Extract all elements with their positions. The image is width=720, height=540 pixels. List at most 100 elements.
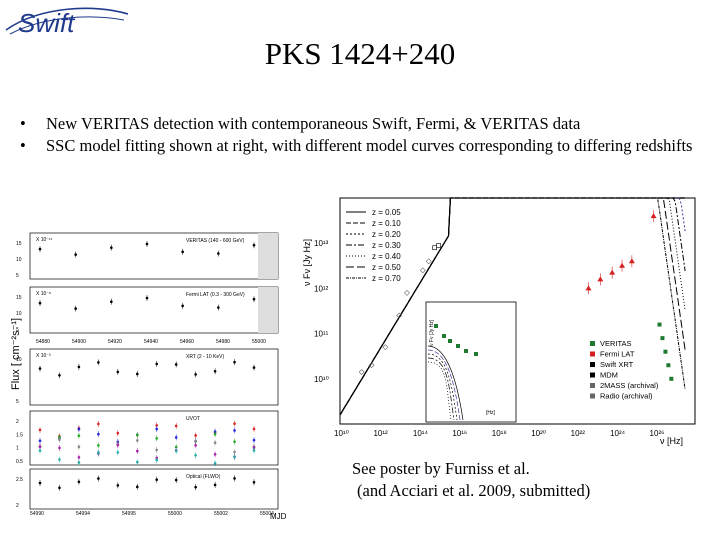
lightcurve-data-point — [116, 443, 120, 447]
lightcurve-data-point — [97, 361, 100, 364]
lightcurve-data-point — [116, 431, 120, 435]
lightcurve-data-point — [77, 480, 81, 484]
lightcurve-ytick: 15 — [16, 295, 22, 301]
lightcurve-figure: Flux [ cm⁻²s⁻¹] VERITAS (140 - 600 GeV) X… — [10, 232, 287, 521]
lightcurve-ytick: 10 — [16, 311, 22, 317]
lightcurve-data-point — [233, 455, 236, 459]
lightcurve-panel-label: VERITAS (140 - 600 GeV) — [186, 238, 245, 244]
lightcurve-data-point — [38, 247, 42, 251]
sed-inset-frame — [425, 301, 517, 423]
lightcurve-shaded-region — [258, 233, 278, 279]
lightcurve-data-point — [97, 477, 100, 480]
sed-legend-label: Fermi LAT — [600, 350, 635, 359]
sed-radio-point — [382, 344, 389, 351]
inset-veritas-point — [474, 352, 478, 356]
sed-ytick: 10¹³ — [314, 239, 329, 248]
lightcurve-data-point — [116, 451, 120, 454]
lightcurve-xtick: 54900 — [72, 339, 86, 345]
inset-xlabel: [Hz] — [486, 410, 496, 416]
lightcurve-data-point — [217, 306, 220, 309]
lightcurve-panel-label: Fermi LAT (0.3 - 300 GeV) — [186, 292, 245, 298]
sed-legend-label: 2MASS (archival) — [600, 381, 659, 390]
lightcurve-ytick: 10 — [16, 357, 22, 363]
inset-ylabel: ν Fν [Jy Hz] — [429, 319, 435, 346]
lightcurve-ytick: 5 — [16, 273, 19, 279]
sed-legend-marker — [590, 372, 595, 378]
lightcurve-xlabel: MJD — [270, 512, 287, 521]
lightcurve-data-point — [58, 446, 61, 450]
sed-legend-label: z = 0.50 — [372, 263, 401, 272]
lightcurve-ytick: 10 — [16, 257, 22, 263]
lightcurve-data-point — [135, 433, 139, 437]
sed-legend-label: Radio (archival) — [600, 392, 653, 401]
sed-legend-label: MDM — [600, 371, 618, 380]
lightcurve-data-point — [135, 449, 139, 453]
sed-legend-label: z = 0.05 — [372, 208, 401, 217]
lightcurve-ytick: 2.5 — [16, 477, 23, 483]
sed-mdm-point — [432, 245, 437, 251]
sed-legend-label: Swift XRT — [600, 360, 634, 369]
lightcurve-data-point — [181, 250, 184, 254]
lightcurve-data-point — [74, 253, 77, 256]
lightcurve-data-point — [213, 441, 217, 445]
sed-model-curve — [339, 197, 686, 416]
lightcurve-data-point — [58, 458, 61, 461]
lightcurve-data-point — [38, 428, 42, 432]
lightcurve-data-point — [155, 427, 159, 431]
lightcurve-data-point — [38, 367, 42, 370]
lightcurve-data-point — [97, 451, 100, 455]
lightcurve-data-point — [233, 360, 236, 364]
lightcurve-data-point — [174, 363, 178, 366]
sed-xtick: 10¹⁴ — [413, 429, 429, 438]
bullet-item: • SSC model fitting shown at right, with … — [20, 136, 710, 156]
lightcurve-data-point — [38, 301, 42, 305]
swift-logo: Swift — [5, 7, 129, 38]
sed-fermi-point — [619, 262, 626, 268]
lightcurve-data-point — [174, 449, 178, 453]
sed-radio-point — [419, 267, 426, 274]
lightcurve-panel-frame — [29, 348, 279, 406]
lightcurve-data-point — [194, 444, 197, 447]
lightcurve-xtick: 55004 — [260, 511, 274, 517]
sed-legend-marker — [590, 351, 595, 357]
sed-legend-label: VERITAS — [600, 339, 632, 348]
sed-xtick: 10²⁰ — [531, 429, 546, 438]
lightcurve-data-point — [252, 449, 256, 452]
lightcurve-data-point — [252, 297, 256, 301]
lightcurve-data-point — [194, 439, 197, 443]
sed-veritas-point — [657, 322, 662, 327]
lightcurve-xtick: 54990 — [30, 511, 44, 517]
inset-model-curve — [427, 357, 455, 421]
lightcurve-data-point — [213, 453, 217, 456]
lightcurve-data-point — [155, 458, 159, 462]
sed-legend-label: z = 0.10 — [372, 219, 401, 228]
lightcurve-data-point — [233, 422, 236, 425]
lightcurve-data-point — [116, 484, 120, 487]
lightcurve-shaded-region — [258, 287, 278, 333]
lightcurve-panel-label: UVOT — [186, 416, 200, 422]
lightcurve-xtick: 54995 — [122, 511, 136, 517]
lightcurve-data-point — [213, 483, 217, 487]
sed-veritas-point — [666, 363, 671, 368]
lightcurve-data-point — [194, 453, 197, 457]
lightcurve-data-point — [77, 461, 81, 464]
lightcurve-ytick: 1.5 — [16, 432, 23, 438]
sed-xtick: 10²⁶ — [650, 429, 665, 438]
lightcurve-data-point — [233, 477, 236, 480]
lightcurve-data-point — [58, 438, 61, 441]
sed-radio-point — [404, 289, 410, 296]
sed-radio-point — [368, 362, 375, 369]
bullet-text: New VERITAS detection with contemporaneo… — [46, 114, 581, 133]
sed-xtick: 10¹⁸ — [492, 429, 507, 438]
lightcurve-data-point — [110, 246, 113, 249]
lightcurve-data-point — [194, 373, 197, 376]
sed-legend-marker — [590, 393, 595, 399]
lightcurve-data-point — [213, 369, 217, 373]
sed-fermi-point — [628, 258, 635, 264]
sed-xtick: 10¹⁰ — [334, 429, 349, 438]
lightcurve-xtick: 54994 — [76, 511, 90, 517]
lightcurve-data-point — [174, 478, 178, 482]
lightcurve-xtick: 54940 — [144, 339, 158, 345]
sed-radio-point — [425, 258, 432, 265]
lightcurve-data-point — [145, 296, 149, 300]
